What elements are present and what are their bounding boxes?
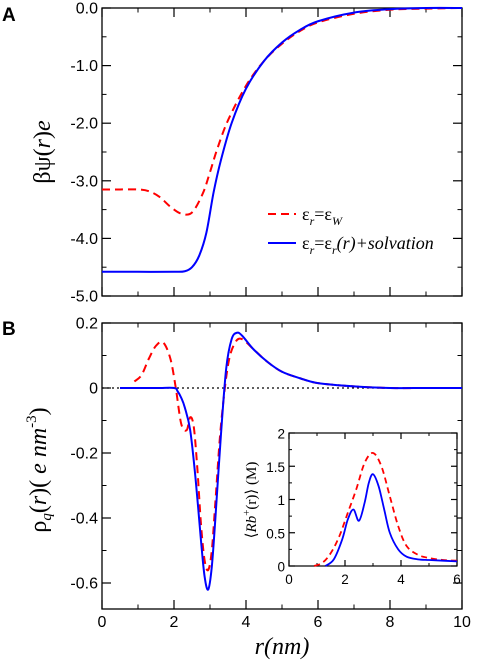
inset-ytick-label: 0.5 <box>266 526 285 541</box>
panel-a-ylabel: βψ(r)e <box>30 120 56 184</box>
panel-b-xtick-label: 4 <box>242 614 251 631</box>
inset-ytick-label: 0 <box>277 560 285 575</box>
panel-a-series-solid-line <box>102 6 463 273</box>
panel-b-ytick-label: -0.4 <box>70 511 98 528</box>
panel-b: -0.6-0.4-0.200.2 0 2 4 6 8 10 ρq(r)( e nm-3) … <box>24 316 471 660</box>
panel-b-ytick-label: 0 <box>89 381 98 398</box>
inset-y-ticks: 0 0.5 1 1.5 2 <box>266 427 457 575</box>
panel-b-ylabel: ρq(r)( e nm-3) <box>24 407 55 532</box>
panel-a-ytick-label: 0.0 <box>76 1 98 18</box>
xlabel-unit: (nm) <box>264 634 309 660</box>
panel-b-xtick-label: 10 <box>453 614 471 631</box>
panel-a-ytick-label: -5.0 <box>70 289 98 306</box>
legend-2-mid: =ε <box>314 233 332 253</box>
legend-1-sub2: W <box>332 214 343 228</box>
legend-item-2: εr=εr(r)+solvation <box>302 233 434 257</box>
xlabel-r: r <box>255 634 265 660</box>
inset-xtick-label: 2 <box>341 572 349 587</box>
legend-2-sub2: r <box>332 243 337 257</box>
ylabel-b-r: r <box>26 495 52 505</box>
inset-xtick-label: 4 <box>397 572 405 587</box>
ylabel-b-close: ) <box>26 407 52 415</box>
panel-b-xtick-label: 8 <box>386 614 395 631</box>
legend-item-1: εr=εW <box>302 204 343 228</box>
ylabel-b-open: ( <box>26 505 52 513</box>
panel-b-ytick-label: -0.2 <box>70 446 98 463</box>
panel-a-letter: A <box>2 5 16 26</box>
ylabel-a-r: r <box>30 138 56 148</box>
inset-ylabel-plus: + <box>241 510 253 516</box>
panel-a-ytick-label: -1.0 <box>70 58 98 75</box>
panel-b-xtick-label: 2 <box>170 614 179 631</box>
panel-a-series-dashed-line <box>101 7 463 216</box>
panel-b-letter: B <box>2 319 16 340</box>
inset-ylabel-rest: (r)⟩ (M) <box>244 462 260 510</box>
inset-xtick-label: 6 <box>453 572 461 587</box>
panel-a-y-ticks: -5.0 -4.0 -3.0 -2.0 -1.0 0.0 <box>70 1 463 306</box>
ylabel-a-close: ) <box>30 131 56 139</box>
panel-a-ytick-label: -4.0 <box>70 231 98 248</box>
panel-b-ytick-label: 0.2 <box>76 316 98 333</box>
ylabel-b-rho: ρ <box>26 521 52 533</box>
inset-ylabel-rb: Rb <box>244 515 260 533</box>
legend-1-mid: =ε <box>314 204 332 224</box>
panel-a: -5.0-4.0-3.0-2.0-1.00.0 βψ(r)e εr=εW εr=… <box>30 1 463 306</box>
inset-series <box>313 452 458 567</box>
ylabel-b-mid: )( <box>26 474 52 496</box>
ylabel-b-unit: e nm <box>26 428 52 474</box>
panel-b-series <box>119 331 462 591</box>
legend-2-sub1: r <box>310 243 315 257</box>
legend-1-sub1: r <box>310 214 315 228</box>
panel-a-ytick-label: -2.0 <box>70 116 98 133</box>
panel-b-y-ticks: -0.6 -0.4 -0.2 0 0.2 <box>70 316 462 593</box>
ylabel-a-e: e <box>30 120 56 131</box>
legend-2-suffix: (r)+solvation <box>337 233 434 254</box>
ylabel-a-beta-psi: βψ( <box>30 148 56 183</box>
panel-b-ytick-label: -0.6 <box>70 576 98 593</box>
ylabel-b-sub-q: q <box>39 513 55 521</box>
panel-a-ytick-label: -3.0 <box>70 173 98 190</box>
inset-ytick-label: 2 <box>277 427 285 442</box>
legend-2-prefix: ε <box>302 233 310 253</box>
inset-ytick-label: 1.5 <box>266 460 285 475</box>
panel-a-series <box>101 6 463 273</box>
ylabel-b-exp: -3 <box>24 415 40 428</box>
inset: 0 0.5 1 1.5 2 0 2 4 6 ⟨Rb+(r)⟩ (M) <box>241 427 461 588</box>
panel-b-x-ticks: 0 2 4 6 8 10 <box>98 323 471 631</box>
inset-ylabel: ⟨Rb+(r)⟩ (M) <box>241 462 260 539</box>
legend-1-prefix: ε <box>302 204 310 224</box>
panel-b-xtick-label: 6 <box>314 614 323 631</box>
legend: εr=εW εr=εr(r)+solvation <box>268 204 434 257</box>
inset-ylabel-open: ⟨ <box>244 532 260 538</box>
inset-series-dashed-line <box>313 452 458 567</box>
inset-ytick-label: 1 <box>277 493 285 508</box>
panel-b-xlabel: r(nm) <box>255 634 310 660</box>
inset-series-solid-line <box>324 473 458 567</box>
inset-x-ticks: 0 2 4 6 <box>285 433 461 587</box>
panel-b-xtick-label: 0 <box>98 614 107 631</box>
panel-b-series-solid-line <box>119 331 462 591</box>
inset-xtick-label: 0 <box>285 572 293 587</box>
